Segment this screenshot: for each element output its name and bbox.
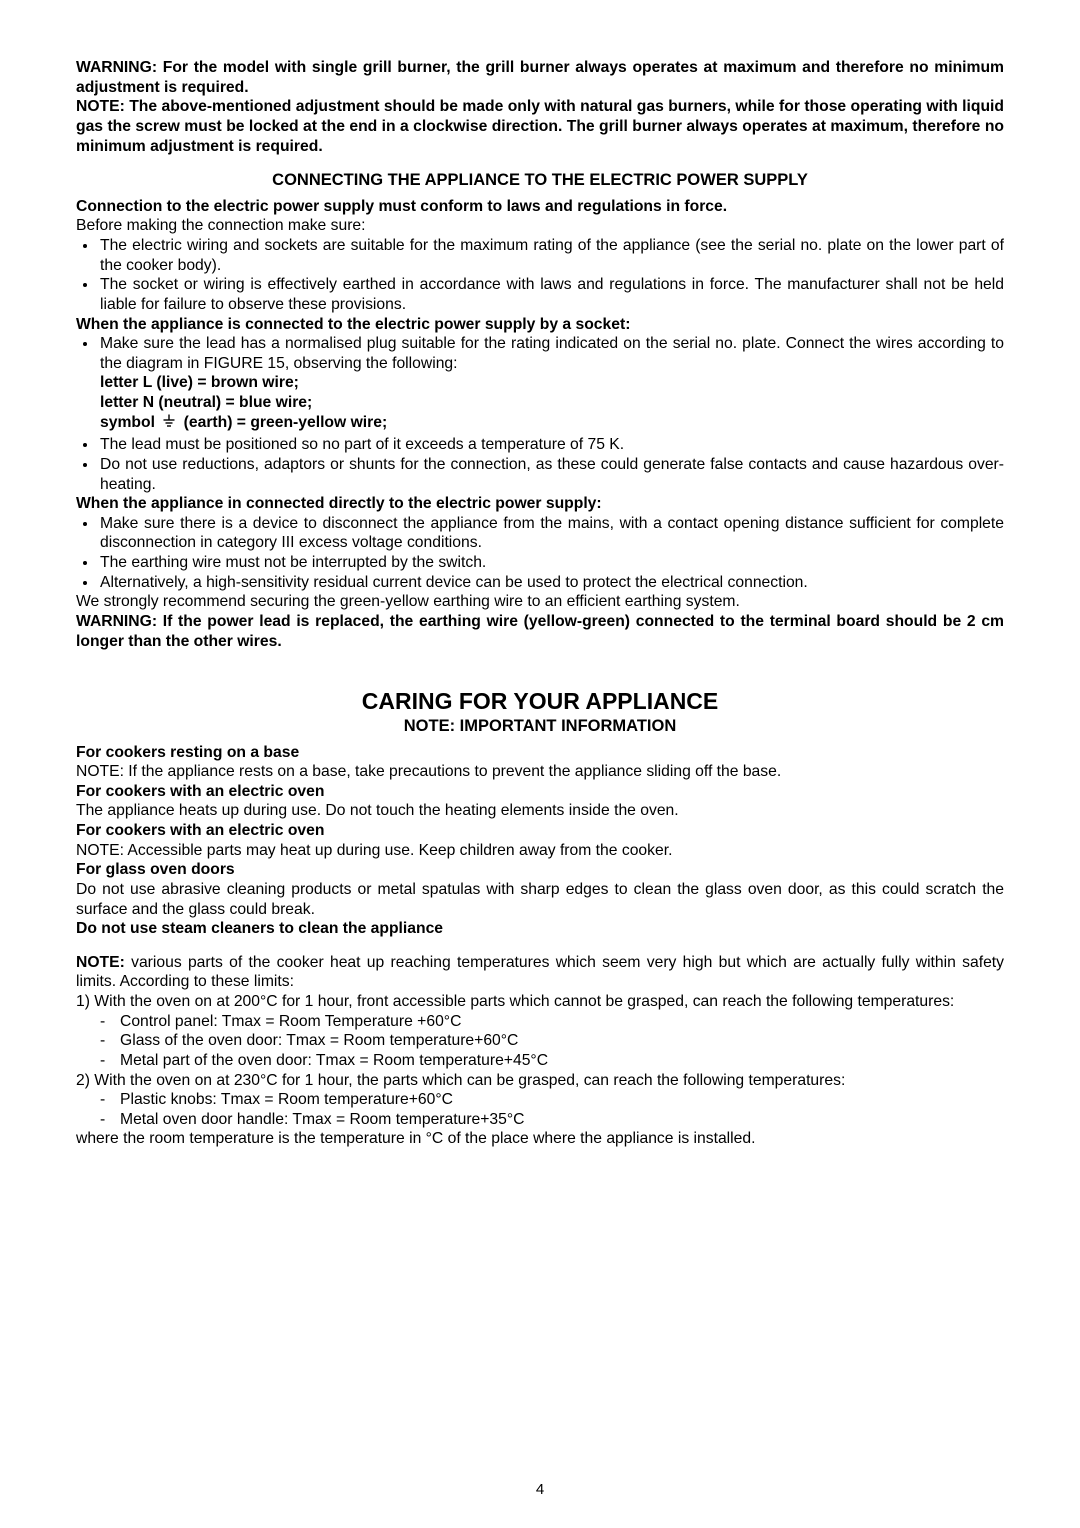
symbol-pre: symbol xyxy=(100,414,155,431)
oven230-item-2: Metal oven door handle: Tmax = Room temp… xyxy=(120,1111,525,1128)
elec-oven1-body: The appliance heats up during use. Do no… xyxy=(76,801,1004,821)
oven200-item-2: Glass of the oven door: Tmax = Room temp… xyxy=(120,1032,518,1049)
socket-bullet-3: Do not use reductions, adaptors or shunt… xyxy=(100,455,1004,494)
symbol-post: (earth) = green-yellow wire; xyxy=(179,414,387,431)
elec-oven2-body: NOTE: Accessible parts may heat up durin… xyxy=(76,841,1004,861)
direct-bullet-list: Make sure there is a device to disconnec… xyxy=(76,514,1004,593)
letter-L-line: letter L (live) = brown wire; xyxy=(100,373,1004,393)
oven230-list: Plastic knobs: Tmax = Room temperature+6… xyxy=(76,1090,1004,1129)
note-various-text: various parts of the cooker heat up reac… xyxy=(76,954,1004,991)
caring-title: CARING FOR YOUR APPLIANCE xyxy=(76,687,1004,716)
elec-oven2-heading: For cookers with an electric oven xyxy=(76,821,1004,841)
oven200-item-3: Metal part of the oven door: Tmax = Room… xyxy=(120,1052,548,1069)
connect-before-line: Before making the connection make sure: xyxy=(76,216,1004,236)
section-connect-title: CONNECTING THE APPLIANCE TO THE ELECTRIC… xyxy=(76,170,1004,191)
direct-bullet-1: Make sure there is a device to disconnec… xyxy=(100,514,1004,553)
glass-door-heading: For glass oven doors xyxy=(76,860,1004,880)
oven230-line: 2) With the oven on at 230°C for 1 hour,… xyxy=(76,1071,1004,1091)
cook-base-heading: For cookers resting on a base xyxy=(76,743,1004,763)
note-bold-prefix: NOTE: xyxy=(76,954,125,971)
when-direct-heading: When the appliance in connected directly… xyxy=(76,494,1004,514)
recommend-line: We strongly recommend securing the green… xyxy=(76,592,1004,612)
socket-bullet-lead: Make sure the lead has a normalised plug… xyxy=(100,334,1004,373)
oven200-item-1: Control panel: Tmax = Room Temperature +… xyxy=(120,1013,461,1030)
connect-bullet-a1: The electric wiring and sockets are suit… xyxy=(100,236,1004,275)
caring-subtitle: NOTE: IMPORTANT INFORMATION xyxy=(76,716,1004,737)
connect-bullet-a2: The socket or wiring is effectively eart… xyxy=(100,275,1004,314)
earth-icon xyxy=(161,414,177,436)
symbol-earth-line: symbol (earth) = green-yellow wire; xyxy=(100,413,1004,436)
connect-intro-bold: Connection to the electric power supply … xyxy=(76,197,1004,217)
note-adjustment: NOTE: The above-mentioned adjustment sho… xyxy=(76,97,1004,156)
elec-oven1-heading: For cookers with an electric oven xyxy=(76,782,1004,802)
oven200-line: 1) With the oven on at 200°C for 1 hour,… xyxy=(76,992,1004,1012)
glass-door-body: Do not use abrasive cleaning products or… xyxy=(76,880,1004,919)
direct-bullet-2: The earthing wire must not be interrupte… xyxy=(100,554,486,571)
note-various-block: NOTE: various parts of the cooker heat u… xyxy=(76,953,1004,992)
oven230-item-1: Plastic knobs: Tmax = Room temperature+6… xyxy=(120,1091,453,1108)
cook-base-body: NOTE: If the appliance rests on a base, … xyxy=(76,762,1004,782)
page-number: 4 xyxy=(0,1481,1080,1500)
direct-bullet-3: Alternatively, a high-sensitivity residu… xyxy=(100,574,808,591)
where-line: where the room temperature is the temper… xyxy=(76,1129,1004,1149)
socket-bullet-2: The lead must be positioned so no part o… xyxy=(100,436,624,453)
when-socket-heading: When the appliance is connected to the e… xyxy=(76,315,1004,335)
warning-power-lead: WARNING: If the power lead is replaced, … xyxy=(76,612,1004,651)
warning-grill-burner: WARNING: For the model with single grill… xyxy=(76,58,1004,97)
letter-N-line: letter N (neutral) = blue wire; xyxy=(100,393,1004,413)
connect-bullets-a: The electric wiring and sockets are suit… xyxy=(76,236,1004,315)
socket-bullet-list: Make sure the lead has a normalised plug… xyxy=(76,334,1004,494)
no-steam-line: Do not use steam cleaners to clean the a… xyxy=(76,919,1004,939)
oven200-list: Control panel: Tmax = Room Temperature +… xyxy=(76,1012,1004,1071)
